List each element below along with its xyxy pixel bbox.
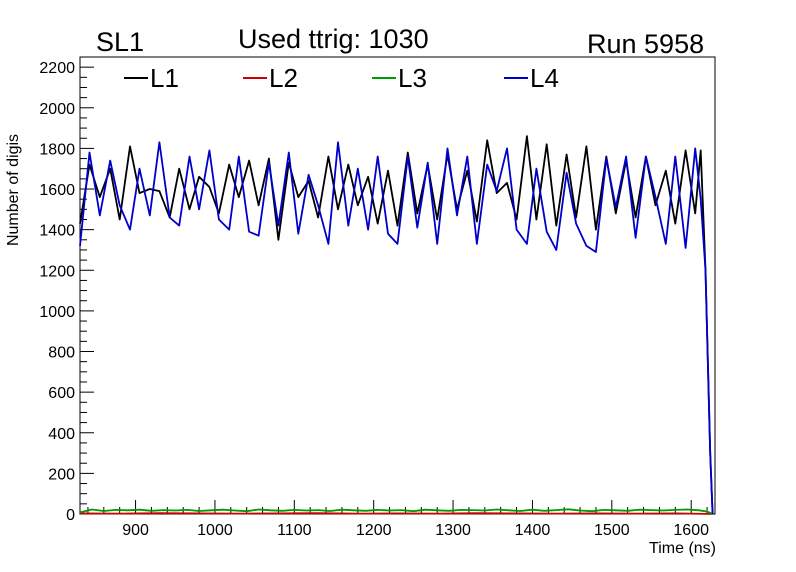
- series-line-l2: [79, 512, 713, 515]
- plot-frame: [79, 56, 716, 515]
- y-tick-label: 200: [48, 466, 75, 483]
- series-line-l3: [79, 508, 713, 515]
- x-tick-label: 1300: [435, 522, 471, 539]
- y-tick-label: 1200: [39, 263, 75, 280]
- x-tick-label: 900: [122, 522, 149, 539]
- x-tick-label: 1000: [197, 522, 233, 539]
- legend-label-l4: L4: [530, 63, 559, 93]
- x-tick-label: 1200: [356, 522, 392, 539]
- y-tick-label: 800: [48, 345, 75, 362]
- run-label: Run 5958: [587, 29, 705, 59]
- y-tick-label: 2200: [39, 60, 75, 77]
- y-axis-label: Number of digis: [5, 134, 22, 246]
- chart-title: Used ttrig: 1030: [238, 24, 429, 54]
- axis-ticks: 0 200 400 600 800 1000 1200 1400 1600 1800 2000 220…: [39, 56, 709, 539]
- series-lines: [79, 135, 714, 515]
- y-tick-label: 1000: [39, 304, 75, 321]
- x-tick-label: 1600: [673, 522, 709, 539]
- y-tick-label: 1400: [39, 223, 75, 240]
- legend: L1 L2 L3 L4: [124, 63, 559, 93]
- series-line-l1: [79, 135, 714, 515]
- y-tick-label: 1600: [39, 182, 75, 199]
- x-axis-label: Time (ns): [649, 540, 716, 557]
- y-tick-label: 0: [66, 507, 75, 524]
- x-tick-label: 1100: [277, 522, 312, 539]
- y-tick-label: 2000: [39, 101, 75, 118]
- superlayer-label: SL1: [96, 27, 145, 57]
- legend-label-l2: L2: [269, 63, 298, 93]
- x-tick-label: 1400: [515, 522, 551, 539]
- legend-label-l1: L1: [150, 63, 179, 93]
- y-tick-label: 1800: [39, 141, 75, 158]
- x-tick-label: 1500: [594, 522, 630, 539]
- y-tick-label: 600: [48, 385, 75, 402]
- legend-label-l3: L3: [398, 63, 427, 93]
- series-line-l4: [79, 141, 714, 515]
- y-tick-label: 400: [48, 426, 75, 443]
